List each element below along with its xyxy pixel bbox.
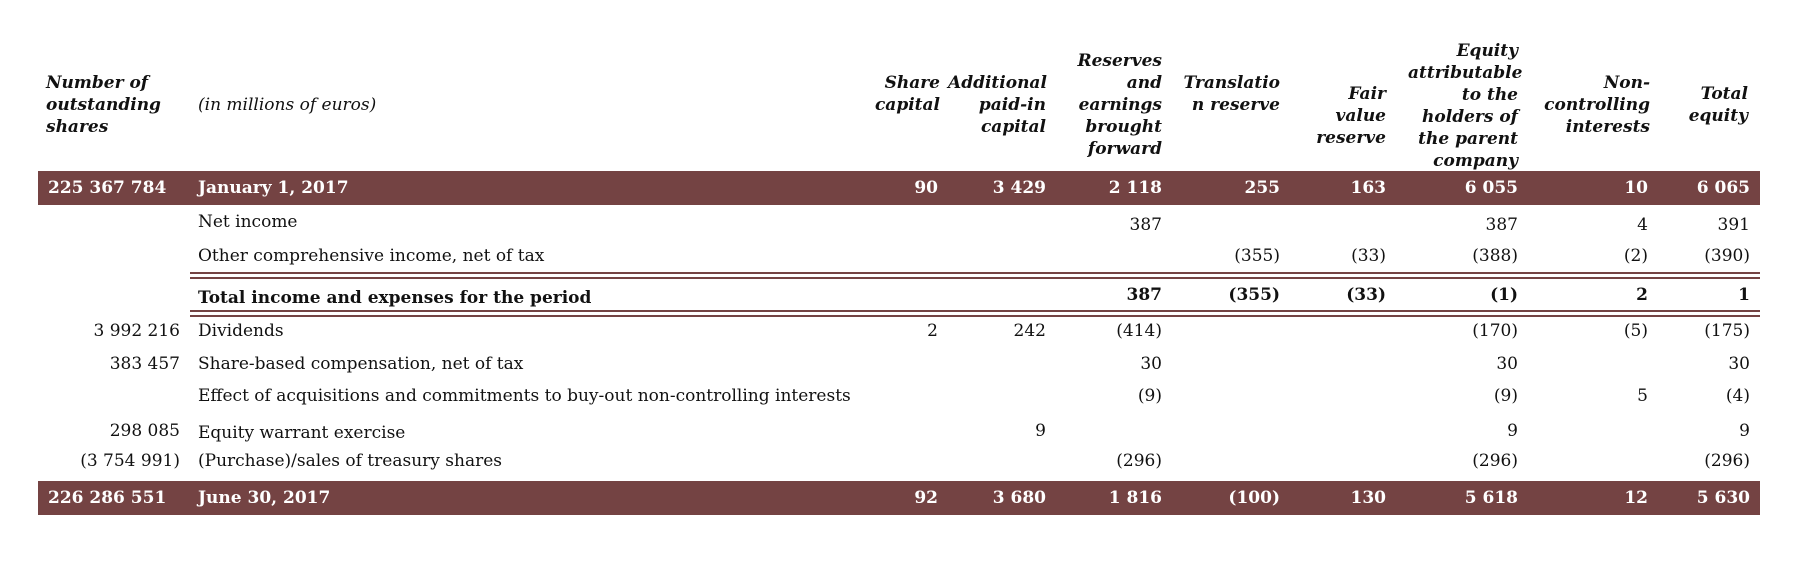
header-nci: Non-controlling interests: [1544, 73, 1650, 137]
cell-shares: 383 457: [109, 354, 180, 374]
cell-equity-parent: 387: [1485, 215, 1518, 235]
cell-total: 30: [1728, 354, 1750, 374]
cell-shares: 298 085: [109, 421, 180, 441]
cell-label: Effect of acquisitions and commitments t…: [198, 386, 851, 406]
header-equity-parent: Equity attributable to the holders of th…: [1408, 41, 1523, 171]
cell-share-capital: 90: [914, 178, 938, 198]
cell-reserves: (296): [1116, 451, 1162, 471]
cell-share-capital: 92: [914, 488, 938, 508]
cell-label: Share-based compensation, net of tax: [198, 354, 524, 374]
cell-nci: 2: [1636, 285, 1648, 305]
cell-equity-parent: (9): [1493, 386, 1518, 406]
cell-nci: 5: [1637, 386, 1648, 406]
cell-reserves: (414): [1116, 321, 1162, 341]
cell-fair-value: 130: [1350, 488, 1387, 508]
cell-total: 1: [1738, 285, 1750, 305]
header-apic: Additional paid-in capital: [948, 73, 1047, 137]
cell-total: 5 630: [1696, 488, 1750, 508]
cell-equity-parent: (296): [1472, 451, 1518, 471]
cell-translation: (355): [1228, 285, 1280, 305]
header-fair-value: Fair value reserve: [1316, 84, 1386, 148]
row-opening-balance: 225 367 784 January 1, 2017 90 3 429 2 1…: [38, 171, 1760, 205]
cell-apic: 3 429: [992, 178, 1046, 198]
cell-translation: 255: [1244, 178, 1281, 198]
cell-reserves: 2 118: [1108, 178, 1162, 198]
row-closing-balance: 226 286 551 June 30, 2017 92 3 680 1 816…: [38, 481, 1760, 515]
header-translation: Translatio n reserve: [1183, 73, 1280, 115]
cell-equity-parent: 6 055: [1464, 178, 1518, 198]
cell-total: 9: [1739, 421, 1750, 441]
header-units: (in millions of euros): [198, 95, 377, 115]
cell-apic: 3 680: [992, 488, 1046, 508]
cell-apic: 9: [1035, 421, 1046, 441]
header-shares: Number of outstanding shares: [46, 73, 161, 137]
double-rule-top-1: [190, 272, 1760, 274]
cell-equity-parent: 30: [1496, 354, 1518, 374]
cell-fair-value: 163: [1350, 178, 1387, 198]
cell-label: Other comprehensive income, net of tax: [198, 246, 545, 266]
cell-nci: 12: [1624, 488, 1648, 508]
cell-total: (4): [1725, 386, 1750, 406]
cell-shares: (3 754 991): [80, 451, 180, 471]
cell-shares: 3 992 216: [93, 321, 180, 341]
cell-total: 6 065: [1696, 178, 1750, 198]
cell-equity-parent: (388): [1472, 246, 1518, 266]
cell-translation: (100): [1228, 488, 1280, 508]
cell-apic: 242: [1013, 321, 1046, 341]
double-rule-bottom-2: [190, 315, 1760, 317]
double-rule-top-2: [190, 277, 1760, 279]
cell-label: Dividends: [198, 321, 284, 341]
cell-equity-parent: (170): [1472, 321, 1518, 341]
cell-label: January 1, 2017: [198, 178, 349, 198]
cell-equity-parent: (1): [1490, 285, 1518, 305]
header-reserves: Reserves and earnings brought forward: [1077, 51, 1162, 159]
cell-label: Equity warrant exercise: [198, 423, 406, 443]
cell-fair-value: (33): [1351, 246, 1386, 266]
cell-nci: 10: [1624, 178, 1648, 198]
double-rule-bottom-1: [190, 310, 1760, 312]
header-share-capital: Share capital: [874, 73, 940, 115]
cell-nci: (2): [1623, 246, 1648, 266]
cell-translation: (355): [1234, 246, 1280, 266]
cell-nci: 4: [1637, 215, 1648, 235]
cell-shares: 225 367 784: [48, 178, 167, 198]
cell-reserves: 30: [1140, 354, 1162, 374]
cell-shares: 226 286 551: [48, 488, 167, 508]
cell-total: (175): [1704, 321, 1750, 341]
cell-equity-parent: 9: [1507, 421, 1518, 441]
cell-reserves: (9): [1137, 386, 1162, 406]
cell-equity-parent: 5 618: [1464, 488, 1518, 508]
cell-total: 391: [1717, 215, 1750, 235]
cell-fair-value: (33): [1346, 285, 1386, 305]
cell-reserves: 387: [1129, 215, 1162, 235]
cell-reserves: 1 816: [1108, 488, 1162, 508]
cell-label: June 30, 2017: [198, 488, 331, 508]
cell-total: (296): [1704, 451, 1750, 471]
cell-label: (Purchase)/sales of treasury shares: [198, 451, 502, 471]
cell-nci: (5): [1623, 321, 1648, 341]
cell-label: Total income and expenses for the period: [198, 288, 592, 308]
cell-total: (390): [1704, 246, 1750, 266]
cell-reserves: 387: [1126, 285, 1163, 305]
cell-share-capital: 2: [927, 321, 938, 341]
cell-label: Net income: [198, 212, 298, 232]
header-total: Total equity: [1688, 84, 1748, 126]
